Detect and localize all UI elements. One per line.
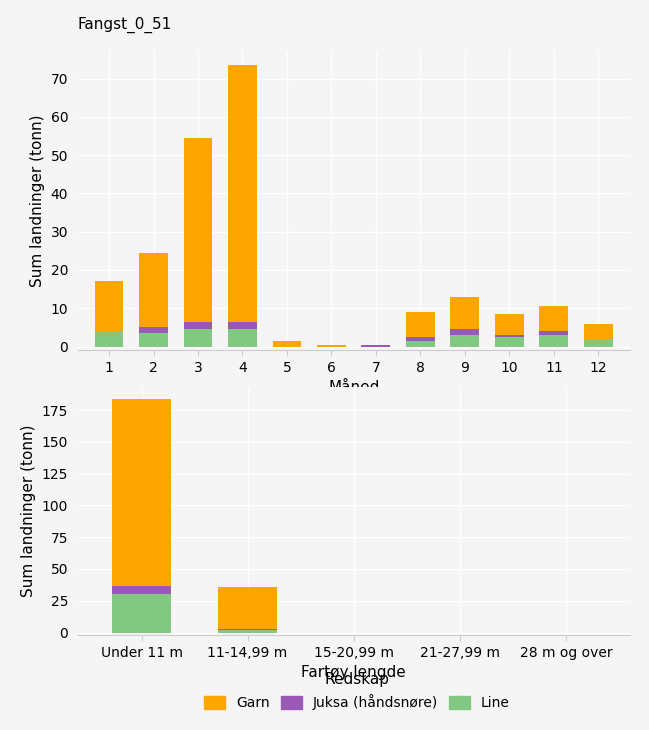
- Bar: [450, 335, 480, 347]
- Bar: [406, 312, 435, 337]
- Bar: [228, 329, 257, 347]
- Bar: [139, 253, 168, 328]
- Bar: [406, 337, 435, 341]
- Legend: Garn, Juksa (håndsnøre), Line: Garn, Juksa (håndsnøre), Line: [199, 666, 515, 715]
- Bar: [95, 282, 123, 331]
- Bar: [450, 329, 480, 335]
- Bar: [184, 138, 212, 322]
- Y-axis label: Sum landninger (tonn): Sum landninger (tonn): [21, 425, 36, 597]
- Bar: [539, 331, 569, 335]
- Bar: [95, 331, 123, 347]
- Bar: [361, 345, 391, 347]
- Bar: [219, 630, 276, 633]
- Bar: [228, 65, 257, 322]
- Bar: [139, 328, 168, 333]
- Bar: [228, 322, 257, 329]
- Bar: [584, 323, 613, 339]
- Bar: [539, 307, 569, 331]
- Text: Fangst_0_51: Fangst_0_51: [78, 17, 172, 33]
- Bar: [539, 335, 569, 347]
- Bar: [184, 329, 212, 347]
- Bar: [584, 339, 613, 347]
- Bar: [495, 335, 524, 337]
- Bar: [406, 341, 435, 347]
- Bar: [273, 341, 301, 347]
- Y-axis label: Sum landninger (tonn): Sum landninger (tonn): [30, 115, 45, 287]
- Bar: [112, 594, 171, 633]
- Bar: [112, 585, 171, 594]
- Bar: [450, 297, 480, 329]
- Bar: [495, 314, 524, 335]
- Bar: [219, 588, 276, 629]
- Bar: [495, 337, 524, 347]
- Bar: [112, 399, 171, 585]
- Bar: [184, 322, 212, 329]
- Bar: [139, 333, 168, 347]
- Bar: [317, 345, 346, 347]
- X-axis label: Fartøy lengde: Fartøy lengde: [301, 665, 406, 680]
- X-axis label: Måned: Måned: [328, 380, 380, 396]
